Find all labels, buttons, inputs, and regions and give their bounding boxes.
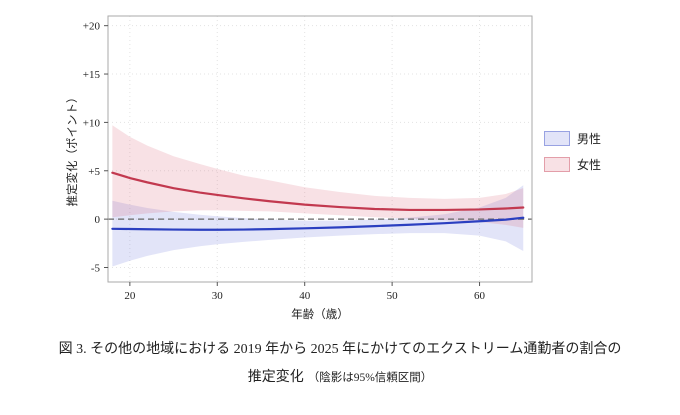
x-tick-label: 20 xyxy=(124,290,136,302)
y-axis-label: 推定変化（ポイント） xyxy=(65,92,79,207)
caption-title: 推定変化 xyxy=(247,369,304,385)
x-tick-label: 50 xyxy=(387,290,399,302)
x-tick-label: 30 xyxy=(212,290,224,302)
x-axis-label: 年齢（歳） xyxy=(291,307,349,321)
caption-note: （陰影は95%信頼区間） xyxy=(307,371,433,384)
trend-line xyxy=(111,171,525,212)
line-chart: -5 0 +5 +10 +15 +20 20 30 40 50 60 年齢（歳） 推定変化（ポイント） xyxy=(65,15,533,321)
figure-caption: 図 3. その他の地域における 2019 年から 2025 年にかけてのエクスト… xyxy=(0,338,680,391)
plot-frame xyxy=(107,15,533,283)
ci-band xyxy=(112,185,524,267)
caption-line-2: 推定変化 （陰影は95%信頼区間） xyxy=(0,363,680,391)
ci-band xyxy=(112,125,524,228)
y-tick-label: +10 xyxy=(83,117,101,129)
x-tick-label: 60 xyxy=(474,290,486,302)
chart-legend: 男性 女性 xyxy=(544,130,601,173)
y-tick-label: -5 xyxy=(91,262,101,274)
legend-label: 男性 xyxy=(577,132,602,146)
legend-item: 男性 xyxy=(544,130,601,147)
x-tick-label: 40 xyxy=(299,290,311,302)
chart-area: -5 0 +5 +10 +15 +20 20 30 40 50 60 年齢（歳） 推定変化（ポイント） … xyxy=(65,15,601,321)
y-tick-label: +20 xyxy=(83,21,101,33)
y-tick-label: 0 xyxy=(95,214,101,226)
trend-line xyxy=(111,216,525,231)
legend-swatch xyxy=(544,131,570,146)
legend-swatch xyxy=(544,157,570,172)
caption-line-1: 図 3. その他の地域における 2019 年から 2025 年にかけてのエクスト… xyxy=(58,342,622,357)
legend-label: 女性 xyxy=(577,158,602,172)
legend-item: 女性 xyxy=(544,156,601,173)
y-tick-label: +5 xyxy=(88,166,100,178)
y-tick-label: +15 xyxy=(83,69,101,81)
